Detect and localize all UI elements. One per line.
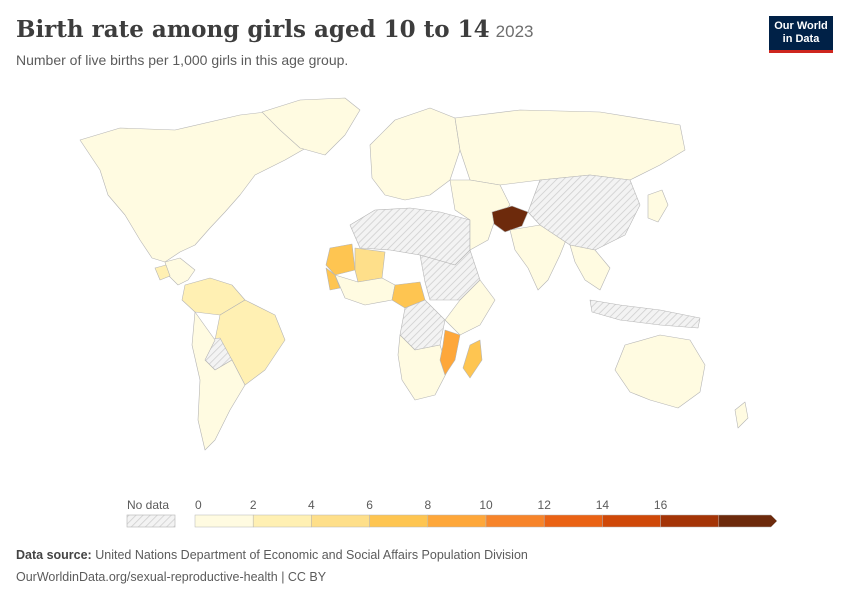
logo-line-2: in Data: [782, 33, 820, 45]
legend-no-data-label: No data: [127, 498, 169, 512]
legend-no-data-swatch: [126, 514, 176, 528]
region-europe[interactable]: [369, 107, 461, 201]
legend-ticks: 0 2 4 6 8 10 12 14 16: [195, 498, 668, 512]
data-source-text: United Nations Department of Economic an…: [95, 548, 528, 562]
region-mauritania[interactable]: [325, 243, 356, 276]
region-afghanistan[interactable]: [491, 205, 529, 233]
data-source-label: Data source:: [16, 548, 92, 562]
legend-tick-10: 10: [479, 498, 493, 512]
region-mali[interactable]: [354, 247, 386, 283]
owid-url-link[interactable]: OurWorldinData.org/sexual-reproductive-h…: [16, 570, 278, 584]
legend-tick-4: 4: [308, 498, 315, 512]
legend-bin-9[interactable]: [718, 514, 778, 528]
legend-color-scale: [194, 514, 778, 528]
license-text: | CC BY: [281, 570, 327, 584]
legend-bin-7[interactable]: [602, 514, 661, 528]
region-mozambique[interactable]: [439, 329, 461, 376]
region-central-america[interactable]: [164, 257, 196, 286]
legend-tick-2: 2: [250, 498, 257, 512]
legend-tick-6: 6: [366, 498, 373, 512]
region-greenland[interactable]: [261, 97, 361, 156]
region-southern-africa[interactable]: [397, 334, 449, 401]
legend-bin-0[interactable]: [194, 514, 254, 528]
footer-links: OurWorldinData.org/sexual-reproductive-h…: [16, 570, 326, 584]
data-source: Data source: United Nations Department o…: [16, 548, 528, 562]
region-guatemala[interactable]: [154, 264, 171, 281]
legend-tick-14: 14: [596, 498, 610, 512]
region-russia[interactable]: [454, 109, 686, 186]
legend-bin-3[interactable]: [369, 514, 429, 528]
legend-tick-0: 0: [195, 498, 202, 512]
region-madagascar[interactable]: [462, 339, 483, 379]
title-text: Birth rate among girls aged 10 to 14: [16, 16, 490, 43]
chart-title: Birth rate among girls aged 10 to 14 2023: [16, 16, 533, 43]
region-indonesia[interactable]: [589, 299, 701, 329]
map-legend: No data 0 2 4 6 8 10 12 14 16: [126, 498, 778, 528]
legend-bin-8[interactable]: [660, 514, 720, 528]
legend-bin-1[interactable]: [252, 514, 312, 528]
legend-tick-12: 12: [538, 498, 552, 512]
owid-logo[interactable]: Our World in Data: [769, 16, 833, 53]
region-japan[interactable]: [647, 189, 669, 223]
title-year: 2023: [495, 22, 534, 41]
region-australia[interactable]: [614, 334, 706, 409]
legend-tick-16: 16: [654, 498, 668, 512]
legend-bin-6[interactable]: [543, 514, 603, 528]
region-senegal[interactable]: [325, 267, 341, 291]
region-southern-cone[interactable]: [191, 311, 246, 451]
region-middle-east[interactable]: [449, 179, 511, 251]
legend-bin-5[interactable]: [485, 514, 545, 528]
logo-line-1: Our World: [774, 20, 828, 32]
region-southeast-asia[interactable]: [569, 244, 611, 291]
region-new-zealand[interactable]: [734, 401, 749, 429]
world-map[interactable]: [0, 90, 850, 490]
legend-bin-4[interactable]: [427, 514, 487, 528]
legend-tick-8: 8: [424, 498, 431, 512]
legend-bin-2[interactable]: [311, 514, 370, 528]
region-china[interactable]: [527, 174, 641, 251]
chart-subtitle: Number of live births per 1,000 girls in…: [16, 52, 349, 68]
